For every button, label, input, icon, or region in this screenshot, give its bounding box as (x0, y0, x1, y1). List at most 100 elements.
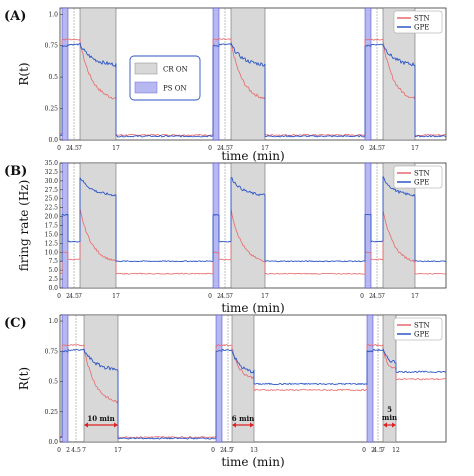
duration-arrowhead-right (392, 422, 396, 428)
x-tick-label: 4.5 (69, 293, 79, 300)
x-tick-label: 2 (371, 447, 375, 454)
x-tick-label: 17 (411, 145, 419, 152)
y-tick-label: 0.75 (45, 43, 59, 50)
x-tick-label: 7 (78, 293, 82, 300)
cr-on-region (83, 314, 119, 443)
ps-on-swatch (134, 81, 158, 94)
y-tick-label: 10.0 (45, 249, 59, 256)
x-axis-label: time (min) (221, 301, 284, 315)
x-tick-label: 17 (411, 293, 419, 300)
y-tick-label: 0.0 (48, 285, 58, 292)
legend-label-stn: STN (414, 322, 430, 330)
region-legend-box (129, 55, 201, 101)
x-tick-label: 17 (261, 145, 269, 152)
x-tick-label: 4.5 (69, 145, 79, 152)
x-tick-label: 2 (369, 145, 373, 152)
x-tick-label: 2 (66, 293, 70, 300)
duration-label: 10 min (87, 414, 114, 423)
x-tick-label: 4.5 (223, 447, 233, 454)
y-tick-label: 0.0 (48, 439, 58, 446)
ps-on-label: PS ON (163, 85, 187, 93)
series-line-gpe (59, 176, 447, 263)
x-tick-label: 2 (369, 293, 373, 300)
y-tick-label: 12.5 (45, 240, 59, 247)
duration-arrowhead-right (114, 422, 118, 428)
cr-on-label: CR ON (163, 66, 188, 74)
x-tick-label: 4.5 (220, 145, 230, 152)
panel-a: 0.00.250.50.751.00 2 4.5 7 17 0 2 4.5 7 17 0 2 4.5 7 1… (4, 7, 447, 163)
duration-arrowhead-left (232, 422, 236, 428)
y-tick-label: 7.5 (48, 258, 58, 265)
y-tick-label: 0.25 (45, 409, 59, 416)
ps-on-region (61, 314, 69, 443)
x-tick-label: 0 (360, 145, 364, 152)
y-tick-label: 1.0 (48, 318, 58, 325)
panel-label: (C) (4, 316, 27, 331)
x-tick-label: 7 (381, 447, 385, 454)
series-line-stn (59, 344, 447, 439)
x-tick-label: 0 (362, 447, 366, 454)
x-tick-label: 0 (208, 145, 212, 152)
x-tick-label: 4.5 (372, 293, 382, 300)
x-tick-label: 4.5 (220, 293, 230, 300)
ps-on-region (212, 7, 220, 141)
x-tick-label: 13 (250, 447, 258, 454)
panel-c: 0.00.250.50.751.00 2 4.5 7 17 0 2 4.57 13 0 24.57 1… (4, 314, 447, 469)
duration-arrowhead-left (84, 422, 88, 428)
y-tick-label: 0.75 (45, 348, 59, 355)
x-tick-label: 2 (217, 145, 221, 152)
ps-on-region (364, 7, 372, 141)
cr-on-region (230, 162, 266, 289)
x-tick-label: 0 (57, 145, 61, 152)
legend-label-gpe: GPE (414, 331, 429, 339)
cr-on-swatch (134, 62, 158, 75)
x-tick-label: 12 (392, 447, 400, 454)
legend-label-stn: STN (414, 170, 430, 178)
y-tick-label: 0.0 (48, 137, 58, 144)
y-tick-label: 15.0 (45, 231, 59, 238)
y-tick-label: 2.5 (48, 276, 58, 283)
duration-label: 6 min (232, 414, 254, 423)
x-tick-label: 7 (381, 293, 385, 300)
x-tick-label: 0 (57, 447, 61, 454)
ps-on-region (215, 314, 223, 443)
series-line-stn (59, 38, 447, 137)
series-line-gpe (59, 42, 447, 138)
cr-on-region (79, 162, 117, 289)
y-tick-label: 0.5 (48, 74, 58, 81)
cr-on-region (79, 7, 117, 141)
y-tick-label: 5.0 (48, 267, 58, 274)
x-tick-label: 7 (82, 447, 86, 454)
series-line-gpe (60, 348, 447, 440)
y-axis-label: R(t) (17, 62, 31, 85)
y-tick-label: 17.5 (45, 223, 59, 230)
legend-label-gpe: GPE (414, 24, 429, 32)
y-tick-label: 20.0 (45, 214, 59, 221)
duration-label: 5 (387, 405, 392, 414)
x-tick-label: 17 (261, 293, 269, 300)
y-axis-label: firing rate (Hz) (17, 180, 31, 272)
x-tick-label: 0 (57, 293, 61, 300)
x-tick-label: 2 (66, 447, 70, 454)
x-tick-label: 17 (114, 447, 122, 454)
x-tick-label: 4.5 (372, 145, 382, 152)
x-axis-label: time (min) (221, 455, 284, 469)
panel-label: (B) (4, 164, 27, 179)
y-tick-label: 27.5 (45, 187, 59, 194)
x-tick-label: 2 (66, 145, 70, 152)
duration-label-unit: min (382, 413, 397, 422)
y-tick-label: 0.25 (45, 106, 59, 113)
y-tick-label: 32.5 (45, 169, 59, 176)
x-tick-label: 7 (78, 145, 82, 152)
x-tick-label: 7 (229, 145, 233, 152)
ps-on-region (61, 7, 69, 141)
x-tick-label: 4.5 (373, 447, 383, 454)
ps-on-region (364, 162, 372, 289)
legend-label-stn: STN (414, 15, 430, 23)
y-tick-label: 25.0 (45, 196, 59, 203)
y-tick-label: 1.0 (48, 11, 58, 18)
x-tick-label: 0 (211, 447, 215, 454)
duration-arrowhead-right (250, 422, 254, 428)
y-axis-label: R(t) (17, 367, 31, 390)
